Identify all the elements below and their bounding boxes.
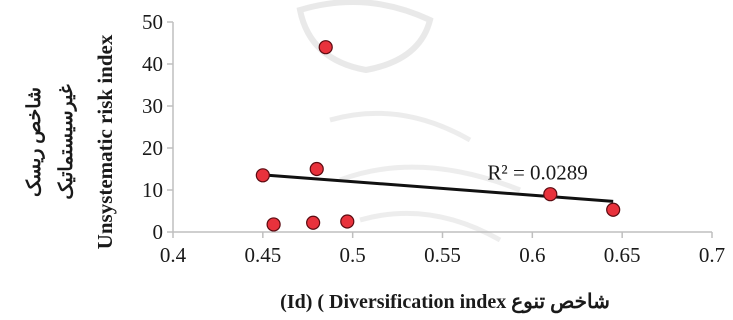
data-point xyxy=(306,215,321,230)
data-point xyxy=(266,217,281,232)
y-axis-title-english: Unsystematic risk index xyxy=(93,34,117,249)
y-tick-label: 30 xyxy=(142,94,163,118)
x-tick-label: 0.65 xyxy=(604,243,641,267)
data-point xyxy=(309,161,324,177)
x-tick-label: 0.4 xyxy=(160,243,187,267)
y-tick-label: 50 xyxy=(142,10,163,34)
data-point xyxy=(340,214,355,229)
y-tick-label: 20 xyxy=(142,136,163,160)
data-point xyxy=(543,187,558,202)
x-tick-label: 0.45 xyxy=(244,243,281,267)
watermark xyxy=(296,0,521,243)
x-axis-ticks: 0.4 0.45 0.5 0.55 0.6 0.65 0.7 xyxy=(160,232,725,267)
data-point xyxy=(318,40,333,55)
y-axis-ticks: 0 10 20 30 40 50 xyxy=(142,10,173,244)
data-point xyxy=(255,168,270,183)
x-axis-title: (Id) ( Diversification index شاخص تنوع xyxy=(280,291,610,314)
y-axis-title-persian-line2: شاخص ریسک xyxy=(24,87,45,197)
x-tick-label: 0.6 xyxy=(519,243,545,267)
r-squared-annotation: R² = 0.0289 xyxy=(487,160,587,184)
y-tick-label: 40 xyxy=(142,52,163,76)
x-tick-label: 0.5 xyxy=(340,243,366,267)
y-tick-label: 0 xyxy=(153,220,164,244)
data-points xyxy=(255,40,621,232)
x-tick-label: 0.55 xyxy=(424,243,461,267)
x-tick-label: 0.7 xyxy=(699,243,725,267)
y-tick-label: 10 xyxy=(142,178,163,202)
y-axis-title-persian-line1: غیرسیستماتیک xyxy=(56,84,77,199)
data-point xyxy=(606,202,621,217)
